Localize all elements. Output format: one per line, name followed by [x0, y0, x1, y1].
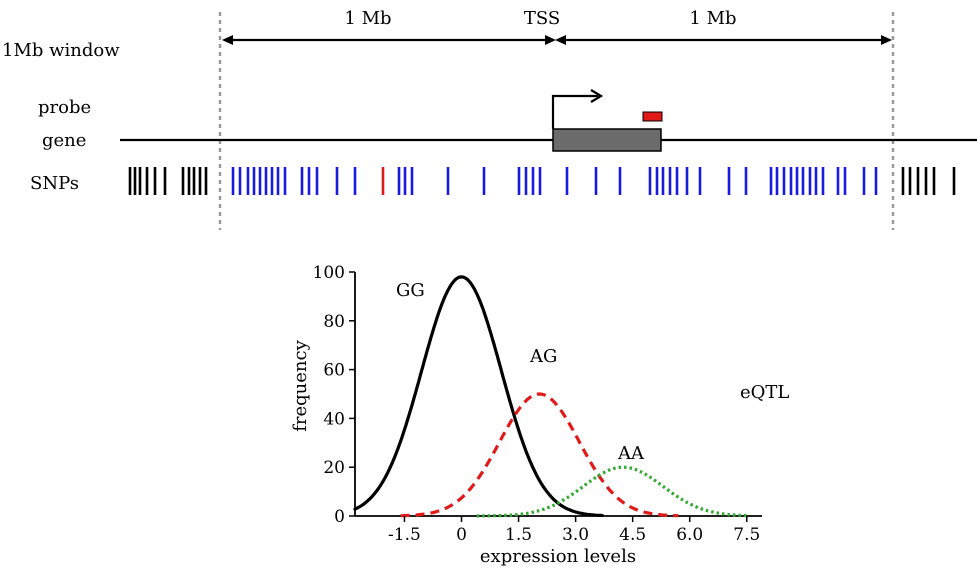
x-tick-label: 6.0 [676, 525, 703, 545]
tss-label: TSS [524, 8, 560, 29]
series-label-gg: GG [396, 280, 425, 301]
right-1mb-arrow [555, 35, 892, 45]
y-tick-label: 20 [323, 458, 345, 478]
probe-marker [642, 111, 663, 122]
x-tick-label: -1.5 [388, 525, 421, 545]
series-label-ag: AG [529, 346, 557, 367]
x-axis-label: expression levels [480, 546, 636, 567]
snps-label: SNPs [30, 173, 79, 194]
left-1mb-label: 1 Mb [344, 8, 391, 29]
y-tick-label: 100 [313, 263, 345, 283]
eqtl-annotation: eQTL [740, 382, 789, 403]
gene-label: gene [42, 130, 86, 151]
probe-label: probe [38, 97, 91, 118]
x-tick-label: 3.0 [562, 525, 589, 545]
x-tick-label: 4.5 [619, 525, 646, 545]
series-label-aa: AA [617, 443, 645, 464]
x-tick-label: 0 [456, 525, 467, 545]
gene-body [552, 128, 662, 152]
chart-ticks: -1.5 0 1.5 3.0 4.5 6.0 7.5 0 20 40 60 80 100 [313, 263, 761, 545]
y-axis-label: frequency [290, 339, 311, 431]
chart-curves [353, 275, 747, 518]
series-line-gg [353, 275, 604, 518]
y-tick-label: 80 [323, 312, 345, 332]
tss-arrow [551, 89, 604, 129]
genomic-window-panel: 1 Mb TSS 1 Mb 1Mb window probe gene SNPs [2, 8, 977, 230]
x-tick-label: 1.5 [505, 525, 532, 545]
y-tick-label: 60 [323, 361, 345, 381]
series-line-ag [400, 392, 679, 518]
series-line-aa [476, 465, 747, 518]
y-tick-label: 40 [323, 409, 345, 429]
x-tick-label: 7.5 [733, 525, 760, 545]
y-tick-label: 0 [334, 507, 345, 527]
expression-chart: -1.5 0 1.5 3.0 4.5 6.0 7.5 0 20 40 60 80 100 express… [290, 263, 789, 567]
chart-axes [354, 272, 762, 517]
snp-track [128, 167, 956, 195]
left-1mb-arrow [222, 35, 556, 45]
window-label: 1Mb window [2, 40, 120, 61]
right-1mb-label: 1 Mb [689, 8, 736, 29]
